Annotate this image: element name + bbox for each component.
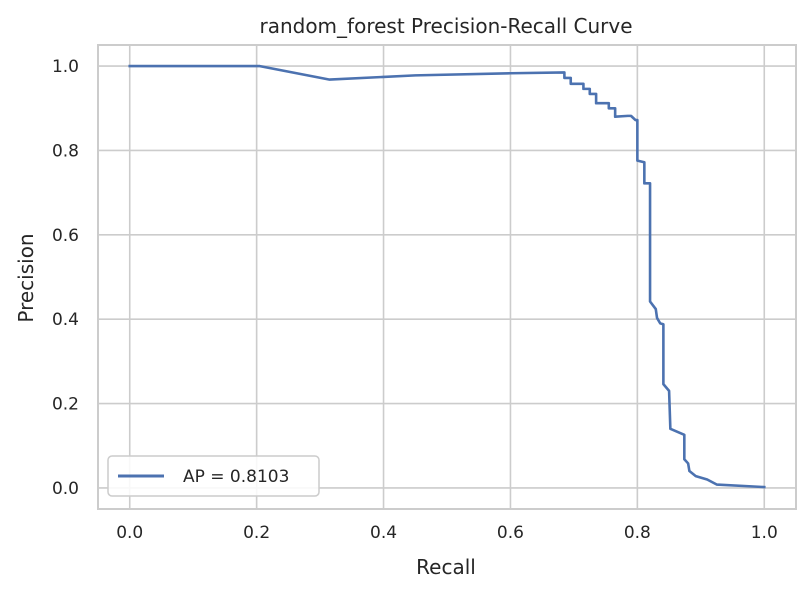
y-tick-label: 0.0 [52, 479, 79, 499]
y-axis-label: Precision [14, 233, 38, 322]
x-tick-label: 0.8 [624, 523, 651, 543]
x-tick-label: 1.0 [751, 523, 778, 543]
y-tick-label: 0.4 [52, 310, 79, 330]
y-tick-label: 0.8 [52, 141, 79, 161]
legend-box [107, 455, 320, 497]
y-tick-label: 1.0 [52, 57, 79, 77]
legend: AP = 0.8103 [107, 455, 320, 497]
x-tick-label: 0.4 [370, 523, 397, 543]
x-tick-label: 0.2 [243, 523, 270, 543]
y-tick-label: 0.2 [52, 395, 79, 415]
series-layer [128, 64, 766, 489]
x-axis-label: Recall [416, 555, 476, 579]
x-tick-label: 0.0 [116, 523, 143, 543]
chart-title: random_forest Precision-Recall Curve [259, 14, 632, 38]
pr-curve-line [128, 64, 766, 489]
legend-label: AP = 0.8103 [183, 467, 289, 487]
plot-frame [97, 44, 797, 510]
x-tick-labels: 0.0 0.2 0.4 0.6 0.8 1.0 [116, 523, 778, 543]
y-tick-label: 0.6 [52, 226, 79, 246]
x-tick-label: 0.6 [497, 523, 524, 543]
y-tick-labels: 0.0 0.2 0.4 0.6 0.8 1.0 [52, 57, 79, 499]
